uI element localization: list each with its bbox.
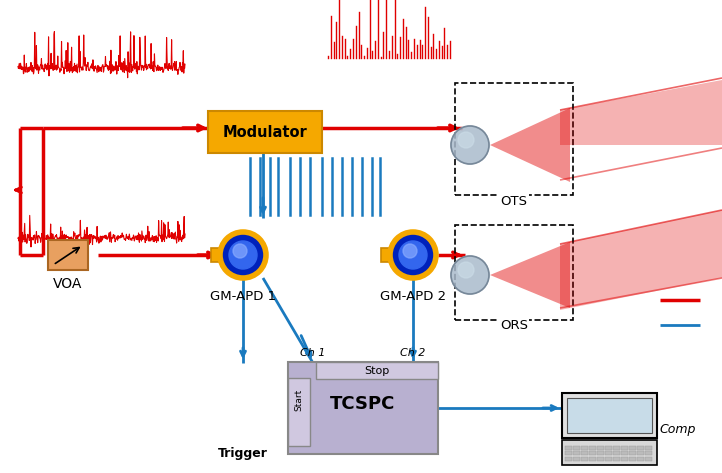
FancyBboxPatch shape — [621, 457, 627, 461]
Text: ORS: ORS — [500, 319, 528, 332]
FancyBboxPatch shape — [629, 446, 635, 450]
FancyBboxPatch shape — [613, 452, 619, 455]
FancyBboxPatch shape — [48, 240, 88, 270]
FancyBboxPatch shape — [288, 378, 310, 446]
Text: GM-APD 1: GM-APD 1 — [210, 290, 276, 303]
FancyBboxPatch shape — [637, 446, 643, 450]
Text: Stop: Stop — [365, 366, 390, 376]
FancyBboxPatch shape — [288, 362, 438, 454]
Polygon shape — [560, 80, 722, 145]
FancyBboxPatch shape — [637, 457, 643, 461]
Circle shape — [399, 241, 427, 269]
FancyBboxPatch shape — [316, 362, 438, 379]
Bar — [455, 225, 573, 320]
FancyBboxPatch shape — [565, 457, 572, 461]
FancyBboxPatch shape — [211, 248, 222, 262]
Text: Comp: Comp — [659, 422, 695, 436]
FancyBboxPatch shape — [645, 457, 651, 461]
FancyBboxPatch shape — [621, 452, 627, 455]
Circle shape — [458, 262, 474, 278]
FancyBboxPatch shape — [589, 452, 596, 455]
Text: Start: Start — [295, 389, 303, 411]
FancyBboxPatch shape — [597, 457, 604, 461]
FancyBboxPatch shape — [573, 457, 580, 461]
Circle shape — [229, 241, 257, 269]
Polygon shape — [490, 108, 570, 182]
FancyBboxPatch shape — [581, 446, 588, 450]
FancyBboxPatch shape — [613, 457, 619, 461]
Text: Ch 1: Ch 1 — [300, 348, 326, 358]
FancyBboxPatch shape — [629, 457, 635, 461]
Polygon shape — [560, 210, 722, 310]
Polygon shape — [490, 242, 570, 308]
FancyBboxPatch shape — [597, 446, 604, 450]
FancyBboxPatch shape — [589, 446, 596, 450]
Text: Trigger: Trigger — [218, 447, 268, 460]
Bar — [455, 83, 573, 195]
FancyBboxPatch shape — [605, 457, 612, 461]
Text: VOA: VOA — [53, 277, 83, 291]
FancyBboxPatch shape — [621, 446, 627, 450]
FancyBboxPatch shape — [645, 446, 651, 450]
FancyBboxPatch shape — [629, 452, 635, 455]
FancyBboxPatch shape — [605, 452, 612, 455]
Circle shape — [220, 232, 266, 278]
FancyBboxPatch shape — [581, 457, 588, 461]
Circle shape — [403, 244, 417, 258]
FancyBboxPatch shape — [565, 452, 572, 455]
FancyBboxPatch shape — [565, 446, 572, 450]
Circle shape — [390, 232, 436, 278]
FancyBboxPatch shape — [605, 446, 612, 450]
Text: OTS: OTS — [500, 195, 528, 208]
Circle shape — [233, 244, 247, 258]
Text: Ch 2: Ch 2 — [400, 348, 426, 358]
FancyBboxPatch shape — [589, 457, 596, 461]
Text: Modulator: Modulator — [222, 124, 308, 140]
Circle shape — [451, 256, 489, 294]
FancyBboxPatch shape — [581, 452, 588, 455]
FancyBboxPatch shape — [573, 446, 580, 450]
Text: GM-APD 2: GM-APD 2 — [380, 290, 446, 303]
FancyBboxPatch shape — [562, 393, 657, 438]
Circle shape — [451, 126, 489, 164]
FancyBboxPatch shape — [645, 452, 651, 455]
FancyBboxPatch shape — [597, 452, 604, 455]
FancyBboxPatch shape — [208, 111, 322, 153]
Circle shape — [458, 132, 474, 148]
FancyBboxPatch shape — [637, 452, 643, 455]
FancyBboxPatch shape — [573, 452, 580, 455]
Text: TCSPC: TCSPC — [330, 395, 396, 413]
FancyBboxPatch shape — [381, 248, 392, 262]
FancyBboxPatch shape — [613, 446, 619, 450]
FancyBboxPatch shape — [567, 398, 652, 433]
FancyBboxPatch shape — [562, 439, 657, 465]
